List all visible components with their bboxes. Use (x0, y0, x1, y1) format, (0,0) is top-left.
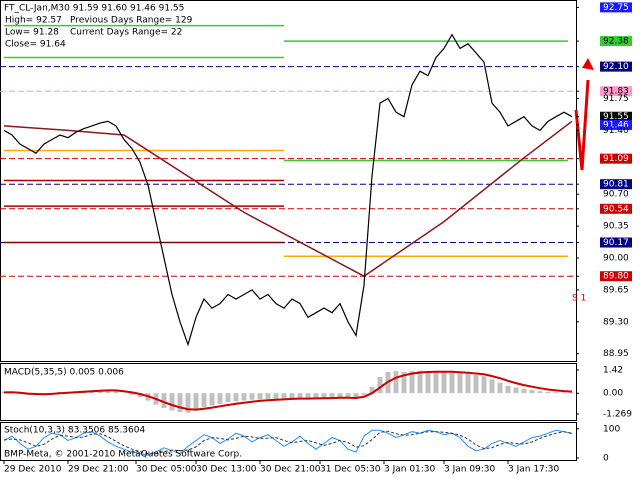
macd-bar (226, 393, 231, 402)
macd-bar (466, 374, 471, 394)
macd-bar (514, 388, 519, 394)
macd-bar (322, 393, 327, 398)
macd-bar (546, 392, 551, 393)
y-tick-label: 1.42 (603, 366, 623, 376)
macd-bar (266, 393, 271, 399)
macd-bar (290, 393, 295, 398)
y-tick-label: 91.40 (603, 126, 629, 136)
macd-bar (218, 393, 223, 404)
y-tick-label: 89.80 (603, 272, 629, 282)
y-tick-label: 90.35 (603, 222, 629, 232)
x-tick-label: 30 Dec 21:00 (260, 465, 321, 475)
y-tick-label: 92.75 (603, 3, 629, 13)
macd-bar (194, 393, 199, 409)
copyright: BMP-Meta, © 2001-2010 MetaQuotes Softwar… (4, 450, 242, 460)
macd-bar (570, 392, 575, 393)
y-tick-label: 92.10 (603, 62, 629, 72)
y-tick-label: 0 (603, 453, 609, 463)
macd-bar (490, 379, 495, 393)
y-tick-label: 89.30 (603, 317, 629, 327)
y-tick-label: -1.269 (603, 409, 632, 419)
y-tick-label: 90.70 (603, 190, 629, 200)
macd-bar (426, 371, 431, 393)
macd-bar (562, 392, 567, 393)
macd-bar (282, 393, 287, 398)
macd-bar (338, 393, 343, 397)
x-tick-label: 30 Dec 05:00 (136, 465, 197, 475)
info-text: Previous Days Range= 129 (70, 16, 193, 26)
macd-bar (482, 376, 487, 393)
macd-bar (178, 393, 183, 412)
macd-bar (434, 371, 439, 393)
y-tick-label: 89.65 (603, 285, 629, 295)
macd-bar (450, 372, 455, 393)
macd-bar (258, 393, 263, 399)
macd-bar (554, 392, 559, 393)
macd-bar (458, 373, 463, 393)
y-tick-label: 90.00 (603, 254, 629, 264)
x-tick-label: 3 Jan 01:30 (384, 465, 436, 475)
y-tick-label: 100 (603, 424, 620, 434)
macd-bar (418, 371, 423, 394)
macd-bar (298, 393, 303, 398)
s1-label: S 1 (572, 294, 586, 304)
y-tick-label: 90.54 (603, 204, 629, 214)
macd-bar (242, 393, 247, 400)
y-tick-label: 91.75 (603, 94, 629, 104)
macd-bar (234, 393, 239, 401)
macd-bar (274, 393, 279, 399)
x-tick-label: 31 Dec 05:30 (320, 465, 381, 475)
y-tick-label: 92.38 (603, 37, 629, 47)
info-text: Current Days Range= 22 (70, 28, 182, 38)
y-tick-label: 90.81 (603, 180, 629, 190)
x-tick-label: 3 Jan 17:30 (508, 465, 560, 475)
y-tick-label: 88.95 (603, 349, 629, 359)
chart-title: FT_CL-Jan,M30 91.59 91.60 91.46 91.55 (4, 4, 184, 14)
macd-bar (362, 393, 367, 395)
macd-bar (538, 391, 543, 393)
macd-bar (170, 393, 175, 410)
panel-title: Stoch(10,3,3) 83.3506 85.3604 (4, 426, 145, 436)
x-tick-label: 30 Dec 13:00 (196, 465, 257, 475)
macd-bar (250, 393, 255, 400)
macd-bar (202, 393, 207, 407)
macd-bar (442, 372, 447, 394)
x-tick-label: 3 Jan 09:30 (444, 465, 496, 475)
y-tick-label: 91.09 (603, 154, 629, 164)
macd-bar (210, 393, 215, 405)
info-text: High= 92.57 (5, 16, 62, 26)
macd-bar (498, 383, 503, 394)
panel-title: MACD(5,35,5) 0.005 0.006 (4, 368, 124, 378)
macd-bar (530, 390, 535, 393)
macd-bar (474, 375, 479, 393)
x-tick-label: 29 Dec 2010 (4, 465, 62, 475)
info-text: Close= 91.64 (5, 40, 66, 50)
info-text: Low= 91.28 (5, 28, 59, 38)
macd-bar (522, 389, 527, 394)
x-tick-label: 29 Dec 21:00 (68, 465, 129, 475)
y-tick-label: 0.00 (603, 389, 623, 399)
y-tick-label: 90.17 (603, 238, 629, 248)
macd-bar (506, 386, 511, 393)
macd-bar (394, 371, 399, 393)
